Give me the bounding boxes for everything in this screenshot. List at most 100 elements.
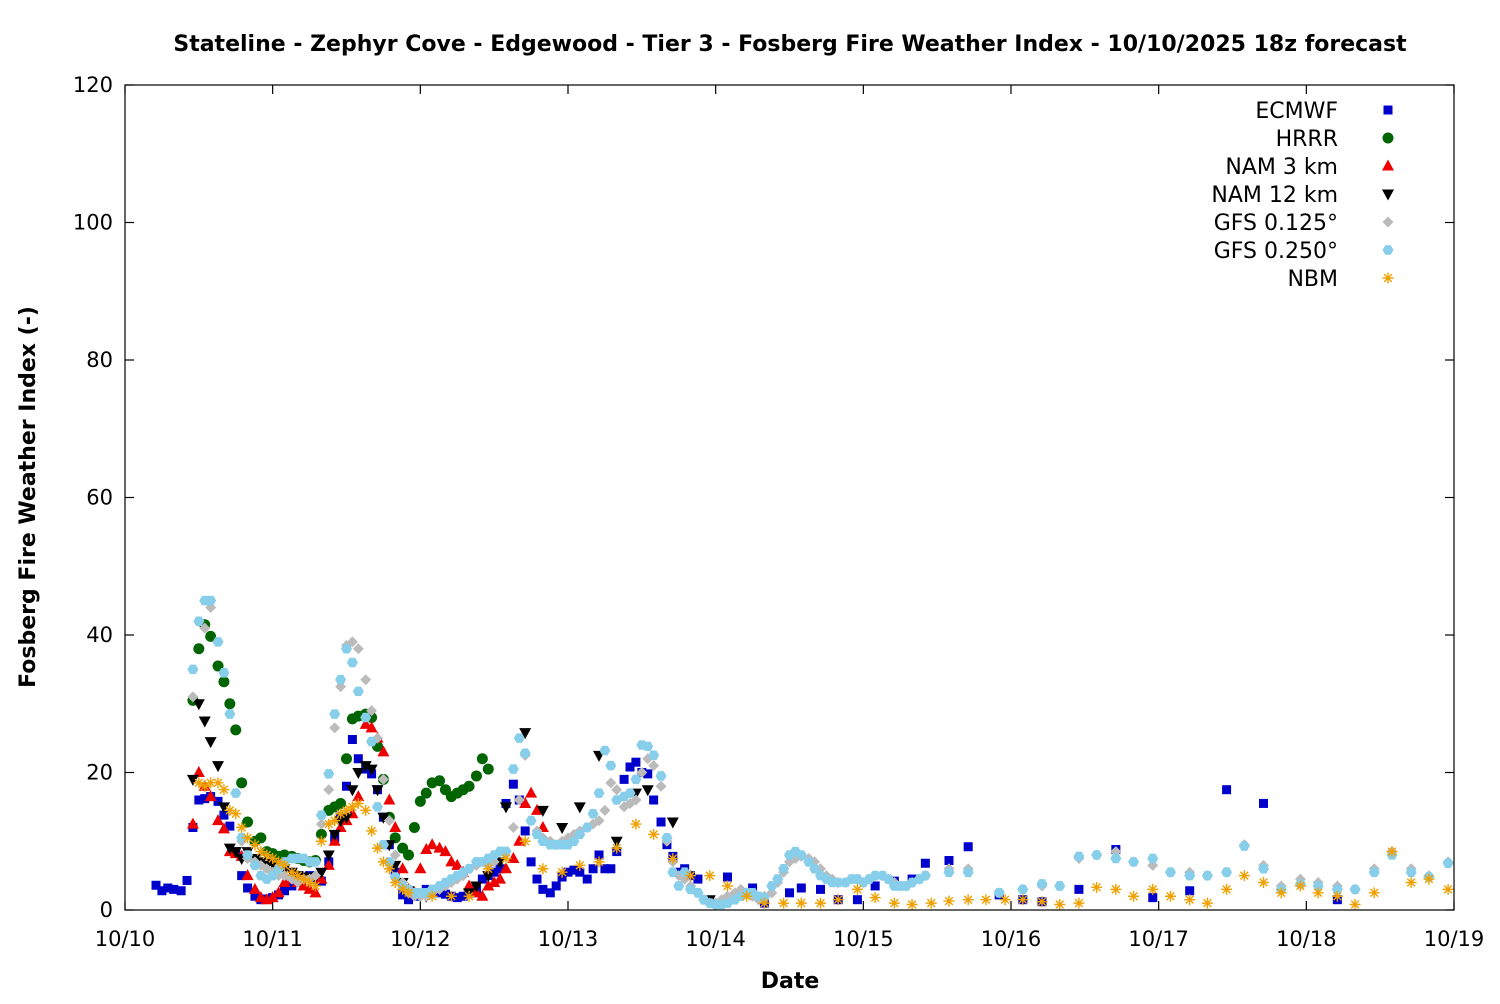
data-point: [192, 699, 205, 711]
data-point: [661, 833, 673, 843]
data-point: [1312, 887, 1324, 899]
data-point: [193, 777, 205, 789]
data-point: [389, 821, 402, 832]
data-point: [611, 784, 623, 796]
data-point: [383, 793, 396, 805]
data-point: [925, 897, 937, 909]
data-point: [396, 862, 409, 874]
data-point: [944, 856, 954, 865]
data-point: [292, 870, 304, 882]
data-point: [1185, 886, 1195, 896]
data-point: [832, 894, 844, 906]
data-point: [329, 722, 341, 734]
data-point: [766, 881, 778, 891]
data-point: [1201, 897, 1213, 909]
data-point: [624, 788, 636, 798]
data-point: [463, 890, 475, 902]
data-point: [352, 643, 364, 655]
legend-label: NAM 12 km: [1211, 183, 1338, 208]
data-point: [545, 888, 555, 898]
data-point: [513, 834, 526, 846]
data-point: [482, 871, 495, 883]
data-point: [297, 879, 310, 891]
data-point: [1258, 877, 1270, 888]
data-point: [1110, 883, 1122, 895]
data-point: [309, 857, 321, 867]
data-point: [229, 847, 242, 859]
data-point: [919, 870, 931, 881]
data-point: [1259, 798, 1269, 808]
legend-marker: [1382, 189, 1394, 201]
data-point: [273, 863, 285, 874]
data-point: [573, 802, 586, 814]
legend-marker: [1383, 105, 1393, 115]
data-point: [530, 803, 543, 815]
data-point: [347, 735, 357, 744]
data-point: [482, 879, 495, 891]
data-point: [1386, 846, 1398, 858]
data-point: [186, 817, 199, 829]
data-point: [619, 774, 629, 784]
data-point: [315, 818, 327, 830]
data-point: [721, 880, 733, 892]
data-point: [803, 857, 815, 867]
data-point: [304, 877, 316, 888]
data-point: [341, 753, 352, 765]
data-point: [360, 712, 372, 723]
data-point: [816, 884, 826, 894]
data-point: [219, 810, 229, 820]
data-point: [163, 883, 173, 893]
data-point: [341, 643, 352, 654]
legend-label: HRRR: [1276, 127, 1338, 152]
data-point: [309, 880, 321, 892]
data-point: [575, 867, 585, 877]
data-point: [236, 777, 248, 789]
data-point: [685, 870, 697, 882]
series-nbm: [193, 777, 1454, 910]
data-point: [758, 897, 770, 909]
data-point: [353, 754, 363, 764]
data-point: [420, 787, 432, 799]
data-point: [1128, 890, 1140, 902]
legend-marker: [1382, 216, 1394, 228]
data-point: [741, 890, 753, 902]
data-point: [1222, 785, 1232, 795]
data-point: [176, 886, 186, 896]
chart-title: Stateline - Zephyr Cove - Edgewood - Tie…: [173, 32, 1407, 57]
data-point: [335, 674, 347, 685]
data-point: [1221, 867, 1233, 877]
data-point: [574, 859, 586, 871]
data-point: [519, 796, 532, 808]
data-point: [1147, 883, 1159, 895]
data-point: [667, 867, 679, 877]
data-point: [383, 815, 395, 827]
data-point: [963, 842, 973, 852]
data-point: [599, 804, 611, 816]
data-point: [426, 838, 439, 850]
data-point: [581, 822, 593, 833]
data-point: [470, 881, 483, 893]
data-point: [352, 790, 365, 802]
data-point: [630, 794, 642, 806]
data-point: [192, 766, 205, 777]
y-tick-label: 20: [86, 761, 113, 785]
data-point: [778, 863, 790, 874]
data-point: [1054, 881, 1066, 891]
data-point: [692, 888, 704, 898]
data-point: [279, 886, 289, 896]
data-point: [1368, 867, 1380, 877]
data-point: [1184, 870, 1196, 881]
data-point: [556, 866, 568, 878]
data-point: [500, 852, 512, 864]
data-point: [328, 829, 341, 841]
data-point: [286, 866, 298, 878]
data-point: [186, 774, 199, 786]
data-point: [204, 790, 217, 802]
data-point: [205, 777, 217, 789]
legend-label: NAM 3 km: [1225, 155, 1338, 180]
data-point: [525, 786, 538, 798]
data-point: [187, 691, 199, 703]
data-point: [273, 856, 285, 868]
data-point: [224, 709, 236, 719]
